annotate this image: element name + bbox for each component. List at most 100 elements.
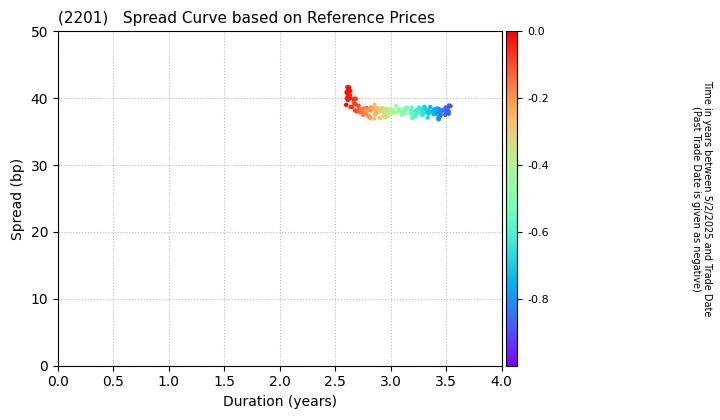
Point [342,94,354,100]
Point [413,104,425,111]
Point [386,108,397,115]
Point [370,106,382,113]
Point [423,108,434,115]
Point [413,109,425,116]
Point [423,110,434,117]
Point [401,105,413,111]
Point [372,105,383,111]
Point [440,110,451,116]
Point [356,109,367,116]
Point [385,107,397,113]
Point [368,105,379,111]
Point [431,110,442,117]
Point [433,105,444,112]
Point [417,112,428,118]
Point [428,111,439,118]
Point [341,102,352,108]
Point [353,102,364,109]
Point [377,107,389,114]
Point [445,102,456,109]
Point [439,111,451,118]
Point [344,92,356,99]
Point [361,105,372,111]
Point [374,108,386,115]
Point [400,105,411,112]
Point [397,108,409,115]
Y-axis label: Spread (bp): Spread (bp) [11,158,25,239]
Point [365,104,377,111]
Point [400,105,411,111]
Point [342,84,354,91]
Point [384,109,396,116]
Point [423,107,434,114]
Point [387,106,399,113]
Point [384,110,396,117]
Point [348,100,360,106]
Point [405,110,416,116]
Point [360,106,372,113]
Point [361,108,372,115]
Point [440,104,451,111]
Point [408,112,419,119]
Point [341,95,353,102]
Point [348,95,360,102]
Point [358,111,369,118]
Point [434,113,446,119]
Point [420,105,431,112]
Point [441,108,453,115]
Point [405,109,417,116]
Point [431,110,443,116]
Point [382,105,393,112]
X-axis label: Duration (years): Duration (years) [223,395,337,409]
Point [380,109,392,116]
Point [406,115,418,121]
Point [393,108,405,114]
Point [440,105,451,112]
Point [433,106,445,113]
Point [420,108,432,115]
Point [392,109,403,116]
Point [382,110,393,116]
Point [369,111,381,118]
Point [342,87,354,94]
Point [428,107,440,113]
Point [437,107,449,113]
Point [399,109,410,116]
Point [375,105,387,112]
Point [395,109,407,116]
Point [346,104,358,110]
Point [443,108,454,115]
Point [385,110,397,117]
Point [423,110,434,117]
Point [428,106,440,113]
Point [377,105,389,112]
Point [380,114,392,121]
Point [342,96,354,103]
Point [350,95,361,102]
Point [369,115,380,122]
Point [371,109,382,116]
Point [435,112,446,119]
Point [361,110,372,117]
Point [433,109,444,116]
Point [414,105,426,112]
Point [409,109,420,116]
Point [400,110,411,117]
Point [342,84,354,90]
Point [443,110,454,117]
Point [433,116,444,122]
Point [356,106,367,113]
Point [406,110,418,117]
Point [371,108,382,114]
Point [390,102,402,109]
Point [344,95,356,102]
Point [350,101,361,108]
Point [348,100,359,106]
Point [438,107,450,113]
Point [379,106,390,113]
Point [405,104,417,111]
Point [442,105,454,112]
Point [351,108,363,115]
Text: (2201)   Spread Curve based on Reference Prices: (2201) Spread Curve based on Reference P… [58,11,435,26]
Point [415,108,427,115]
